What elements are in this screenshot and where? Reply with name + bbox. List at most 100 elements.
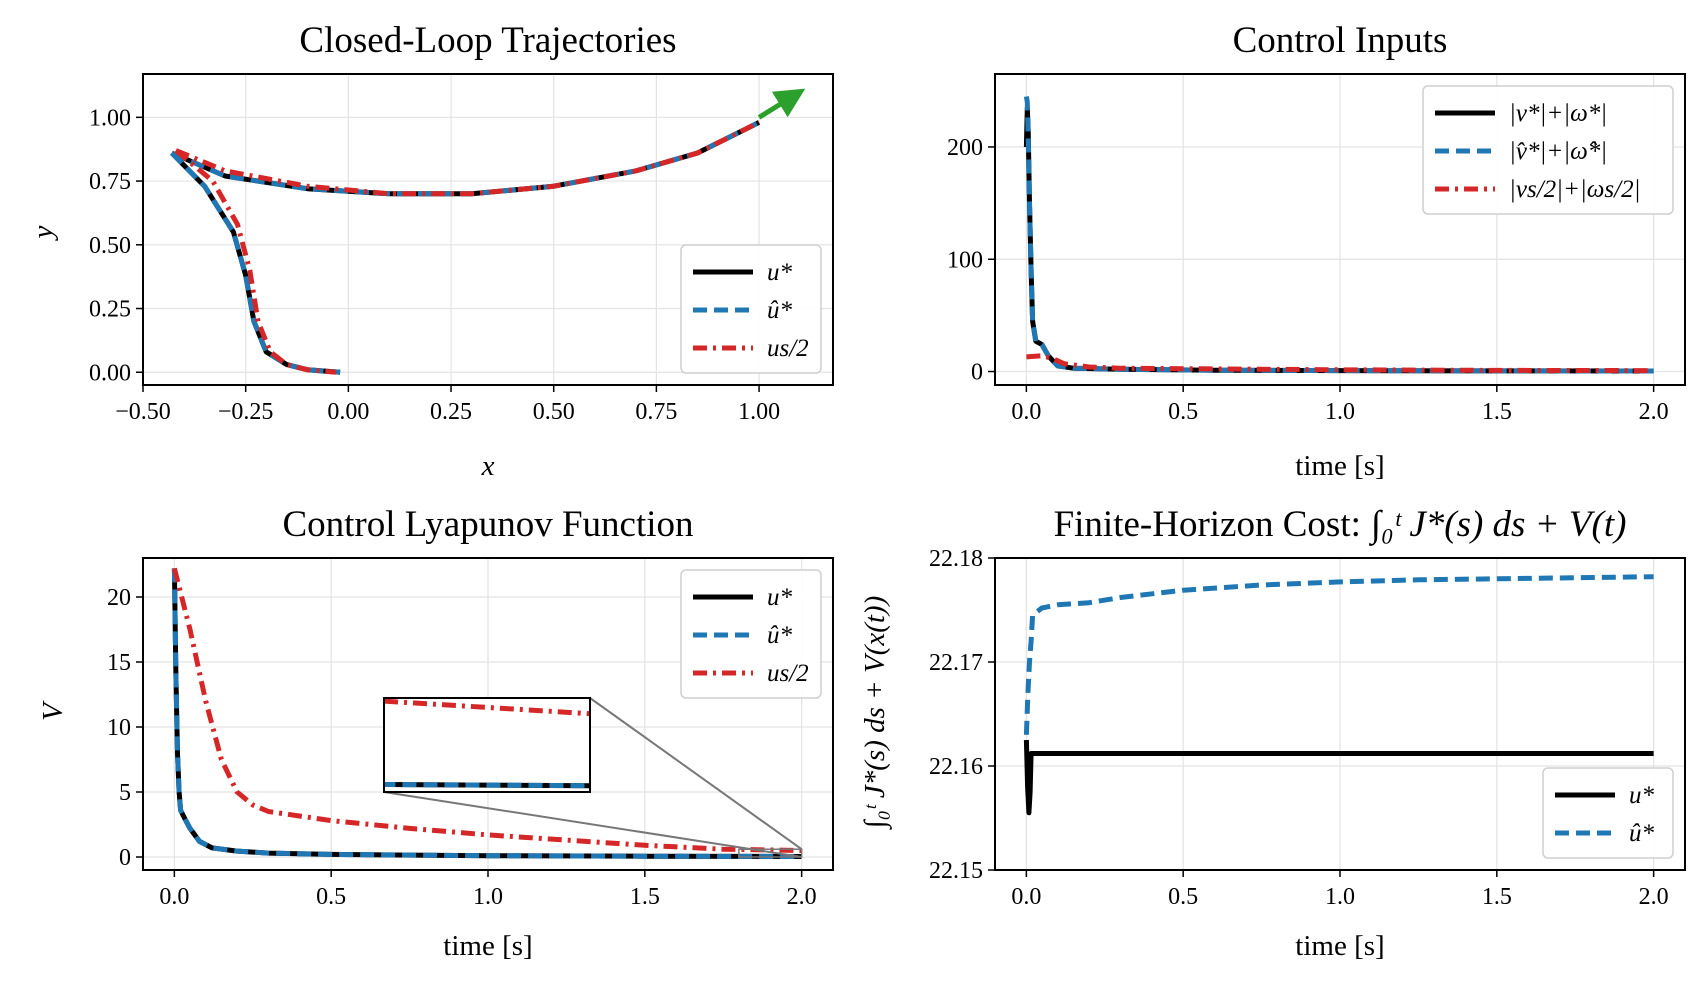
x-tick-label: 1.5	[1482, 399, 1512, 425]
x-axis-label: x	[481, 450, 495, 482]
legend-label: u*	[1629, 782, 1655, 809]
axes-frame	[994, 73, 1686, 386]
chart-title: Control Lyapunov Function	[282, 504, 693, 545]
x-tick-label: 0.25	[430, 399, 472, 425]
x-tick-label: 1.5	[630, 884, 660, 910]
y-tick-label: 0.00	[89, 360, 131, 386]
chart-title-text: Finite-Horizon Cost:	[1054, 504, 1361, 545]
chart-title: Finite-Horizon Cost: ∫₀ᵗ J*(s) ds + V(t)	[1054, 504, 1627, 546]
y-axis-label: ∫₀ᵗ J*(s) ds + V(x(t))	[859, 596, 892, 831]
legend-label: û*	[767, 622, 793, 649]
x-tick-label: 1.5	[1482, 884, 1512, 910]
y-tick-label: 0	[971, 360, 983, 386]
x-tick-label: 1.0	[1325, 399, 1355, 425]
y-tick-label: 0.25	[89, 297, 131, 323]
axes-frame	[142, 73, 834, 386]
legend-label: us/2	[767, 660, 809, 687]
goal-arrow	[757, 88, 806, 120]
inset-frame	[383, 697, 591, 793]
legend-label: |v*|+|ω*|	[1509, 100, 1607, 127]
series-line	[174, 148, 337, 375]
chart-title-math: ∫₀ᵗ J*(s) ds + V(t)	[1368, 504, 1627, 546]
chart-title: Closed-Loop Trajectories	[299, 20, 676, 61]
panel-trajectories: Closed-Loop Trajectories −0.50 −0.25 0.00 0…	[27, 20, 834, 482]
x-tick-label: 2.0	[1639, 884, 1669, 910]
series-line	[1026, 353, 1654, 374]
series-line	[1023, 739, 1654, 816]
y-tick-label: 20	[107, 585, 131, 611]
series-line	[1023, 96, 1654, 374]
axes-frame	[994, 557, 1686, 871]
x-tick-label: 2.0	[787, 884, 817, 910]
x-axis-label: time [s]	[1295, 930, 1384, 962]
x-tick-label: 0.0	[1011, 399, 1041, 425]
y-tick-label: 22.15	[929, 858, 983, 884]
legend-box	[680, 569, 822, 699]
legend-box	[1542, 767, 1674, 859]
x-tick-label: 0.5	[1168, 884, 1198, 910]
legend-label: u*	[767, 259, 793, 286]
legend: u* û* us/2	[680, 569, 822, 699]
panel-finite-horizon-cost: Finite-Horizon Cost: ∫₀ᵗ J*(s) ds + V(t) …	[859, 504, 1686, 962]
legend-label: us/2	[767, 335, 809, 362]
y-axis-label: y	[27, 225, 59, 241]
y-tick-label: 0.75	[89, 169, 131, 195]
panel-control-inputs: Control Inputs 0.0 0.5 1.0 1.5 2.0 0 100 200 |v*…	[947, 20, 1686, 482]
series-group	[171, 567, 802, 859]
x-axis-label: time [s]	[1295, 450, 1384, 482]
series-line	[170, 151, 341, 375]
inset-background	[384, 698, 590, 792]
series-group	[1023, 574, 1654, 816]
legend: u* û*	[1542, 767, 1674, 859]
y-axis-label: V	[37, 700, 69, 721]
x-tick-label: 1.00	[738, 399, 780, 425]
series-line	[1023, 574, 1654, 735]
inset-connector	[383, 791, 802, 858]
inset-axes	[383, 697, 591, 793]
y-tick-label: 22.16	[929, 754, 983, 780]
legend-label: u*	[767, 584, 793, 611]
y-tick-label: 5	[119, 780, 131, 806]
x-tick-label: 2.0	[1639, 399, 1669, 425]
y-tick-label: 10	[107, 715, 131, 741]
plot-area: 0.0 0.5 1.0 1.5 2.0 22.15 22.16 22.17 22.18 u* û*	[929, 546, 1686, 910]
x-tick-label: −0.25	[218, 399, 274, 425]
legend-label: |v̂*|+|ω̂*|	[1509, 138, 1607, 165]
legend-label: û*	[767, 297, 793, 324]
y-tick-label: 22.17	[929, 650, 983, 676]
legend-label: |vs/2|+|ωs/2|	[1509, 176, 1640, 203]
x-tick-label: 0.0	[159, 884, 189, 910]
chart-title: Control Inputs	[1233, 20, 1448, 61]
y-tick-label: 0.50	[89, 233, 131, 259]
legend-label: û*	[1629, 820, 1655, 847]
plot-area: 0.0 0.5 1.0 1.5 2.0 0 100 200 |v*|+|ω*| |v̂*|+|ω̂…	[947, 73, 1686, 425]
x-tick-label: 0.5	[1168, 399, 1198, 425]
x-tick-label: 0.5	[316, 884, 346, 910]
plot-area: −0.50 −0.25 0.00 0.25 0.50 0.75 1.00 0.00 0.25 0.…	[89, 73, 834, 425]
series-group	[1023, 96, 1654, 374]
y-tick-label: 100	[947, 247, 983, 273]
series-line	[170, 151, 341, 375]
zoom-region	[738, 848, 803, 858]
series-group	[170, 120, 761, 375]
series-line	[171, 568, 802, 859]
panel-lyapunov: Control Lyapunov Function 0.0 0.5 1.0 1.5 2.…	[37, 504, 834, 962]
x-tick-label: 0.0	[1011, 884, 1041, 910]
y-tick-label: 15	[107, 650, 131, 676]
y-tick-label: 1.00	[89, 105, 131, 131]
legend: u* û* us/2	[680, 244, 822, 374]
y-tick-label: 22.18	[929, 546, 983, 572]
y-tick-label: 0	[119, 845, 131, 871]
x-axis-label: time [s]	[443, 930, 532, 962]
y-tick-label: 200	[947, 135, 983, 161]
legend-box	[1422, 85, 1674, 215]
x-tick-label: 1.0	[473, 884, 503, 910]
x-tick-label: 0.75	[635, 399, 677, 425]
plot-area: 0.0 0.5 1.0 1.5 2.0 0 5 10 15 20 u* û* us/2	[107, 557, 834, 910]
x-tick-label: 1.0	[1325, 884, 1355, 910]
series-line	[174, 120, 761, 197]
legend: |v*|+|ω*| |v̂*|+|ω̂*| |vs/2|+|ωs/2|	[1422, 85, 1674, 215]
legend-box	[680, 244, 822, 374]
x-tick-label: 0.50	[533, 399, 575, 425]
